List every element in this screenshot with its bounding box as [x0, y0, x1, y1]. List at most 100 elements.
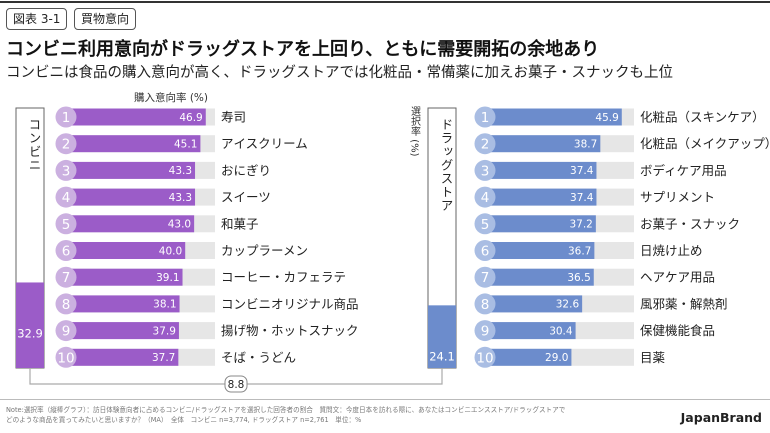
conv-rank-badge: [55, 240, 77, 261]
conv-category-label: 和菓子: [221, 216, 259, 231]
x-axis-label: 購入意向率 (%): [134, 91, 208, 104]
conv-bar: [66, 215, 195, 233]
page-subtitle: コンビニは食品の購入意向が高く、ドラッグストアでは化粧品・常備薬に加えお菓子・ス…: [6, 65, 673, 81]
conv-rank-number: 5: [62, 217, 71, 233]
drug-value-label: 36.7: [568, 245, 591, 257]
conv-rank-number: 3: [62, 163, 71, 179]
drug-category-label: お菓子・スナック: [640, 216, 740, 231]
drug-category-label: ヘアケア用品: [640, 270, 715, 285]
conv-value-label: 38.1: [153, 299, 176, 311]
conv-rank-badge: [55, 320, 77, 342]
difference-value: 8.8: [228, 379, 245, 391]
conv-share-bar: [16, 282, 44, 368]
conv-rank-badge: [55, 133, 77, 155]
conv-category-label: そば・うどん: [221, 350, 296, 365]
conv-store-label: コンビニ: [27, 118, 42, 172]
category-tag: 買物意向: [74, 8, 137, 30]
drug-share-bar: [428, 305, 456, 368]
conv-category-label: アイスクリーム: [221, 136, 308, 151]
drug-rank-badge: [474, 320, 496, 342]
conv-category-label: コンビニオリジナル商品: [221, 296, 359, 311]
conv-value-label: 43.3: [169, 192, 192, 204]
conv-rank-badge: [55, 293, 77, 315]
drug-category-label: 日焼け止め: [640, 243, 703, 258]
drug-store-label: ドラッグストア: [439, 118, 454, 213]
conv-category-label: おにぎり: [221, 163, 271, 178]
drug-value-label: 45.9: [595, 112, 618, 124]
conv-rank-number: 2: [62, 137, 71, 153]
drug-value-label: 29.0: [545, 352, 568, 364]
drug-bar: [485, 268, 594, 286]
conv-value-label: 43.3: [169, 165, 192, 177]
drug-rank-badge: [474, 186, 496, 208]
drug-bar: [485, 295, 583, 313]
conv-value-label: 43.0: [168, 219, 191, 231]
drug-value-label: 37.4: [570, 192, 594, 204]
conv-rank-badge: [55, 106, 77, 128]
conv-bar: [66, 295, 180, 313]
conv-rank-badge: [55, 186, 77, 208]
drug-rank-number: 5: [481, 217, 490, 233]
conv-share-value: 32.9: [17, 326, 43, 340]
drug-rank-badge: [474, 266, 496, 288]
drug-rank-number: 1: [481, 110, 490, 126]
drug-rank-number: 8: [481, 297, 490, 313]
conv-category-label: 揚げ物・ホットスナック: [221, 323, 359, 338]
drug-rank-badge: [474, 346, 496, 368]
drug-rank-number: 2: [481, 137, 490, 153]
conv-value-label: 37.9: [153, 325, 176, 337]
conv-value-label: 37.7: [152, 352, 175, 364]
drug-rank-badge: [474, 133, 496, 155]
drug-rank-number: 4: [481, 190, 490, 206]
drug-bar: [485, 161, 597, 179]
top-rule: [0, 1, 770, 3]
drug-category-label: 風邪薬・解熱剤: [640, 296, 728, 311]
drug-category-label: 化粧品（スキンケア）: [640, 110, 765, 125]
conv-rank-number: 1: [62, 110, 71, 126]
drug-bar: [485, 348, 572, 366]
conv-value-label: 40.0: [159, 245, 182, 257]
conv-category-label: スイーツ: [221, 190, 271, 205]
conv-bar: [66, 135, 201, 153]
drug-value-label: 32.6: [556, 299, 580, 311]
drug-rank-number: 6: [481, 244, 490, 260]
figure-tag: 図表 3-1: [6, 8, 68, 30]
conv-rank-number: 9: [62, 324, 71, 340]
conv-value-label: 45.1: [174, 139, 197, 151]
conv-category-label: 寿司: [221, 110, 246, 125]
brand-logo: JapanBrand: [680, 410, 762, 425]
drug-category-label: 化粧品（メイクアップ）: [640, 136, 770, 151]
conv-rank-badge: [55, 213, 77, 235]
drug-bar: [485, 322, 576, 340]
drug-bar: [485, 108, 622, 126]
drug-value-label: 36.5: [567, 272, 590, 284]
conv-bar: [66, 108, 206, 126]
drug-rank-badge: [474, 106, 496, 128]
footnote: Note:選択率（縦棒グラフ）：訪日体験意向者に占めるコンビニ/ドラッグストアを…: [6, 406, 566, 424]
drug-bar: [485, 135, 601, 153]
drug-rank-badge: [474, 213, 496, 235]
y-axis-label: 選択率 (%): [409, 105, 421, 157]
drug-share-value: 24.1: [429, 349, 455, 363]
conv-rank-number: 6: [62, 244, 71, 260]
drug-value-label: 37.2: [569, 219, 592, 231]
conv-value-label: 46.9: [179, 112, 202, 124]
drug-rank-number: 3: [481, 163, 490, 179]
drug-rank-badge: [474, 293, 496, 315]
drug-category-label: 保健機能食品: [640, 323, 715, 338]
drug-value-label: 38.7: [574, 139, 597, 151]
conv-bar: [66, 268, 183, 286]
drug-rank-badge: [474, 159, 496, 181]
conv-rank-number: 10: [57, 350, 74, 366]
conv-rank-number: 8: [62, 297, 71, 313]
conv-rank-number: 7: [62, 270, 71, 286]
drug-category-label: ボディケア用品: [640, 163, 727, 178]
conv-category-label: コーヒー・カフェラテ: [221, 270, 346, 285]
conv-bar: [66, 188, 196, 206]
drug-value-label: 30.4: [549, 325, 573, 337]
conv-category-label: カップラーメン: [221, 243, 308, 258]
footer-rule: [0, 399, 770, 400]
conv-rank-badge: [55, 266, 77, 288]
conv-bar: [66, 161, 196, 179]
